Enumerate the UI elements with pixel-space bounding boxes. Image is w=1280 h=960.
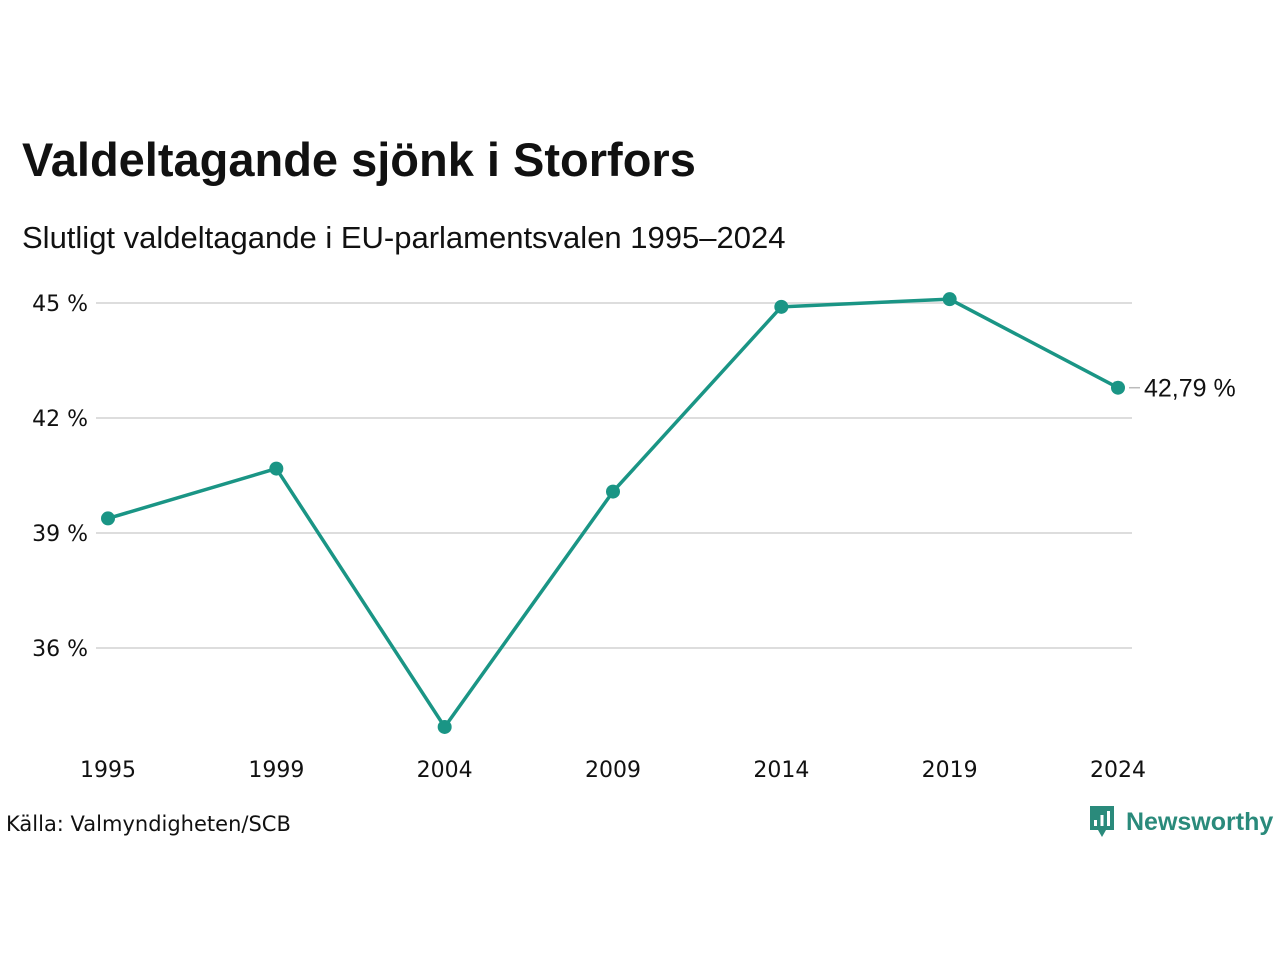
y-tick-label: 36 % [32, 637, 88, 662]
x-tick-label: 1999 [248, 758, 304, 783]
x-tick-label: 2024 [1090, 758, 1146, 783]
brand-logo: Newsworthy [1088, 802, 1273, 842]
x-tick-label: 1995 [80, 758, 136, 783]
data-point [606, 484, 620, 499]
data-point [269, 461, 284, 476]
data-point [774, 299, 789, 314]
series-line [106, 297, 1120, 729]
x-axis-ticks: 1995 1999 2004 2009 2014 2019 2024 [80, 758, 1146, 783]
data-point [1111, 380, 1125, 395]
end-value-label: 42,79 % [1144, 375, 1236, 403]
newsworthy-logo-icon [1090, 806, 1114, 837]
x-tick-label: 2009 [585, 758, 641, 783]
source-note: Källa: Valmyndigheten/SCB [6, 812, 291, 836]
data-points [101, 292, 1125, 734]
chart-title: Valdeltagande sjönk i Storfors [22, 133, 696, 186]
series-line-layer [106, 297, 1120, 729]
x-tick-label: 2004 [417, 758, 473, 783]
data-point [942, 292, 957, 307]
y-tick-label: 45 % [32, 292, 88, 317]
y-axis-ticks: 36 % 39 % 42 % 45 % [32, 292, 88, 662]
data-point [101, 511, 115, 526]
y-tick-label: 42 % [32, 407, 88, 432]
chart-subtitle: Slutligt valdeltagande i EU-parlamentsva… [22, 220, 786, 255]
x-tick-label: 2014 [753, 758, 809, 783]
data-point [437, 719, 452, 734]
x-tick-label: 2019 [922, 758, 978, 783]
y-tick-label: 39 % [32, 522, 88, 547]
brand-name: Newsworthy [1126, 807, 1274, 836]
end-label-layer: 42,79 % [1129, 375, 1236, 403]
